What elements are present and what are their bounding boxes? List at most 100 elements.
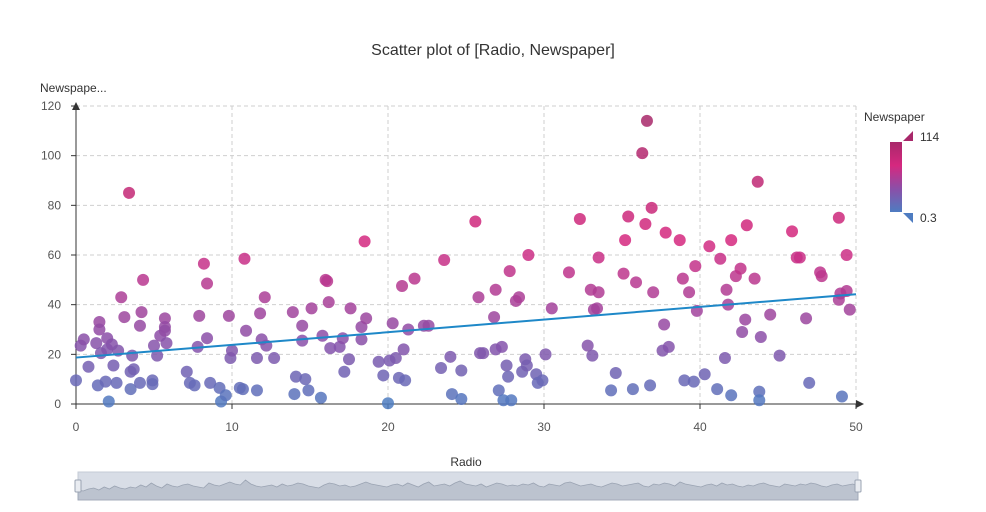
data-point	[180, 365, 193, 378]
x-tick-label: 30	[537, 420, 551, 434]
x-axis-label: Radio	[450, 455, 482, 469]
data-point	[536, 374, 549, 387]
data-point	[151, 349, 164, 362]
data-point	[299, 373, 312, 386]
data-point	[617, 267, 630, 280]
data-point	[698, 368, 711, 381]
data-point	[740, 219, 753, 232]
data-point	[793, 251, 806, 264]
data-point	[236, 383, 249, 396]
data-point	[751, 175, 764, 188]
zoom-slider[interactable]	[74, 471, 862, 501]
data-point	[591, 302, 604, 315]
data-point	[288, 388, 301, 401]
data-point	[739, 313, 752, 326]
data-point	[455, 393, 468, 406]
data-point	[754, 330, 767, 343]
data-point	[115, 291, 128, 304]
data-point	[445, 388, 458, 401]
data-point	[840, 249, 853, 261]
data-point	[358, 235, 371, 248]
data-point	[714, 252, 727, 265]
data-point	[372, 355, 385, 368]
y-tick-label: 40	[48, 298, 62, 312]
data-point	[622, 210, 635, 223]
data-point	[382, 397, 394, 410]
data-point	[725, 234, 738, 247]
x-tick-label: 50	[849, 420, 863, 434]
data-point	[118, 311, 131, 324]
data-point	[126, 349, 139, 362]
data-point	[835, 390, 848, 403]
data-point	[605, 384, 618, 397]
data-point	[321, 275, 334, 288]
data-points	[70, 114, 856, 410]
y-tick-label: 0	[54, 397, 61, 411]
y-axis-arrow	[72, 102, 80, 110]
data-point	[338, 365, 351, 378]
data-point	[592, 286, 605, 299]
data-point	[82, 360, 95, 373]
data-point	[736, 325, 749, 338]
slider-right-handle[interactable]	[854, 479, 862, 493]
data-point	[626, 383, 639, 396]
data-point	[435, 361, 448, 374]
data-point	[640, 114, 653, 127]
data-point	[495, 340, 508, 353]
data-point	[720, 283, 733, 296]
data-point	[659, 226, 672, 239]
data-point	[158, 324, 171, 337]
data-point	[222, 309, 235, 322]
data-point	[296, 319, 309, 332]
data-point	[502, 370, 515, 383]
legend-max-label: 114	[920, 130, 939, 144]
data-point	[324, 342, 337, 355]
data-point	[77, 333, 90, 346]
data-point	[573, 212, 586, 225]
data-point	[676, 272, 689, 285]
data-point	[336, 332, 349, 345]
data-point	[786, 225, 799, 238]
data-point	[503, 265, 516, 278]
data-point	[250, 384, 263, 397]
data-point	[753, 385, 766, 398]
data-point	[619, 234, 632, 247]
legend-gradient-bar	[890, 142, 902, 212]
data-point	[609, 366, 622, 379]
data-point	[107, 359, 120, 372]
data-point	[188, 379, 201, 392]
data-point	[764, 308, 777, 321]
data-point	[711, 383, 724, 396]
data-point	[636, 147, 649, 160]
data-point	[725, 389, 738, 402]
data-point	[683, 286, 696, 299]
slider-left-handle[interactable]	[74, 479, 82, 493]
data-point	[581, 339, 594, 352]
data-point	[662, 340, 675, 353]
data-point	[302, 384, 315, 397]
y-tick-label: 20	[48, 347, 62, 361]
data-point	[639, 217, 652, 230]
x-tick-label: 40	[693, 420, 707, 434]
data-point	[815, 270, 828, 283]
data-point	[703, 240, 716, 253]
legend-title: Newspaper	[864, 110, 925, 124]
slider-profile	[77, 479, 859, 501]
data-point	[305, 302, 318, 315]
data-point	[219, 389, 232, 402]
data-point	[718, 352, 731, 365]
data-point	[70, 374, 82, 387]
data-point	[645, 201, 658, 214]
data-point	[800, 312, 813, 325]
data-point	[124, 383, 137, 396]
data-point	[489, 283, 502, 296]
data-point	[472, 291, 485, 304]
data-point	[444, 350, 457, 363]
data-point	[201, 277, 214, 290]
chart-title: Scatter plot of [Radio, Newspaper]	[371, 42, 615, 59]
data-point	[522, 249, 535, 261]
data-point	[343, 353, 355, 366]
data-point	[201, 332, 214, 345]
data-point	[197, 257, 210, 270]
data-point	[250, 352, 263, 365]
